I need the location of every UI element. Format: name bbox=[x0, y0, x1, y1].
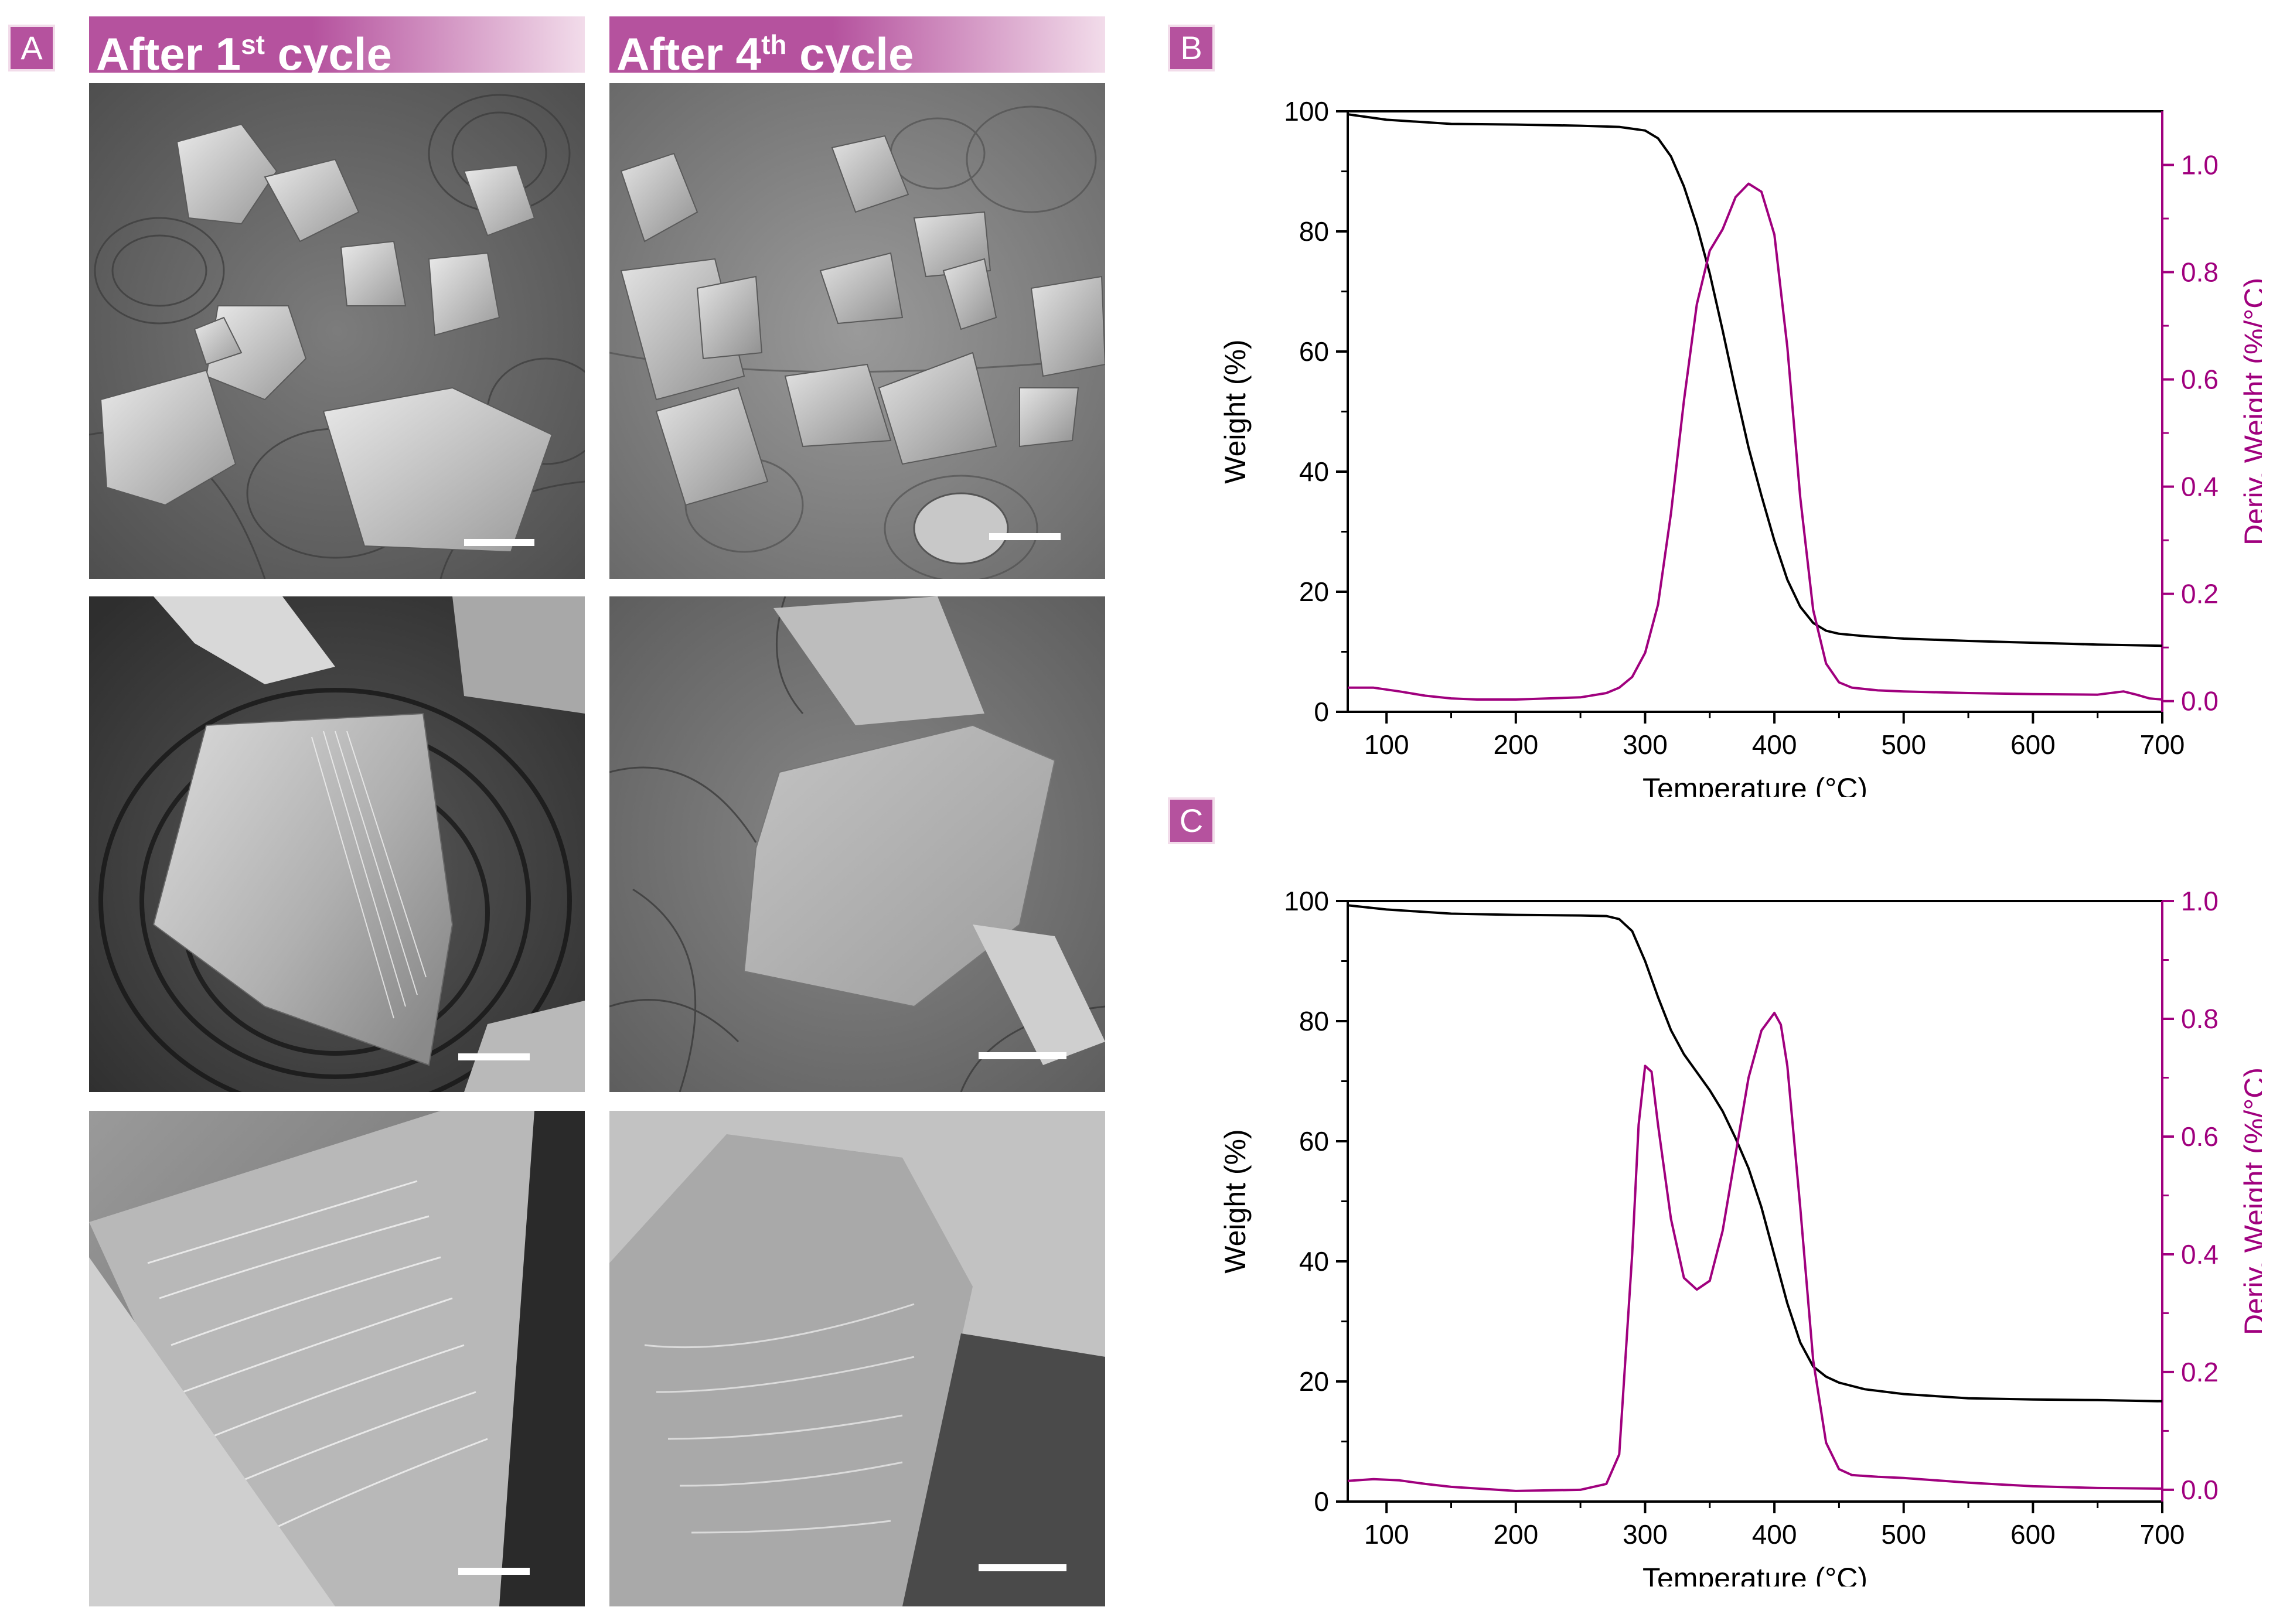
y2-axis-label: Deriv. Weight (%/°C) bbox=[2238, 1067, 2262, 1335]
x-tick-label: 700 bbox=[2140, 729, 2185, 760]
x-tick-label: 600 bbox=[2010, 729, 2056, 760]
header-suffix: cycle bbox=[264, 28, 392, 80]
scale-bar bbox=[979, 1052, 1066, 1059]
x-tick-label: 400 bbox=[1752, 729, 1797, 760]
sem-image-graphic bbox=[89, 1111, 585, 1606]
x-tick-label: 400 bbox=[1752, 1519, 1797, 1550]
x-tick-label: 100 bbox=[1364, 1519, 1409, 1550]
y2-tick-label: 0.2 bbox=[2181, 1357, 2219, 1387]
weight-line bbox=[1347, 904, 2163, 1403]
y2-tick-label: 0.6 bbox=[2181, 1121, 2219, 1152]
header-suffix: cycle bbox=[786, 28, 914, 80]
y-tick-label: 80 bbox=[1299, 216, 1329, 247]
x-tick-label: 300 bbox=[1623, 1519, 1668, 1550]
header-sup: th bbox=[761, 29, 787, 60]
x-tick-label: 600 bbox=[2010, 1519, 2056, 1550]
deriv-weight-line bbox=[1348, 182, 2163, 701]
sem-4th-cycle-mid-mag bbox=[609, 596, 1105, 1092]
header-text: After 1 bbox=[96, 28, 241, 80]
y-tick-label: 0 bbox=[1314, 697, 1329, 727]
x-tick-label: 100 bbox=[1364, 729, 1409, 760]
sem-4th-cycle-high-mag bbox=[609, 1111, 1105, 1606]
y2-tick-label: 0.8 bbox=[2181, 257, 2219, 288]
x-tick-label: 500 bbox=[1881, 729, 1926, 760]
sem-1st-cycle-low-mag bbox=[89, 83, 585, 579]
column-header-1st-cycle: After 1st cycle bbox=[89, 16, 585, 80]
y-tick-label: 60 bbox=[1299, 1126, 1329, 1156]
panel-label-a: A bbox=[8, 25, 55, 71]
scale-bar bbox=[458, 1568, 530, 1575]
scale-bar bbox=[979, 1564, 1066, 1571]
x-axis-label: Temperature (°C) bbox=[1642, 1562, 1868, 1587]
x-axis-label: Temperature (°C) bbox=[1642, 772, 1868, 797]
deriv-weight-line bbox=[1347, 1011, 2163, 1492]
x-tick-label: 500 bbox=[1881, 1519, 1926, 1550]
y2-tick-label: 0.0 bbox=[2181, 686, 2219, 717]
y-tick-label: 0 bbox=[1314, 1486, 1329, 1517]
y-tick-label: 80 bbox=[1299, 1006, 1329, 1036]
y2-tick-label: 0.6 bbox=[2181, 364, 2219, 395]
y-tick-label: 60 bbox=[1299, 336, 1329, 367]
y2-tick-label: 0.0 bbox=[2181, 1475, 2219, 1505]
sem-4th-cycle-low-mag bbox=[609, 83, 1105, 579]
sem-1st-cycle-high-mag bbox=[89, 1111, 585, 1606]
plot-frame bbox=[1347, 110, 2163, 713]
tga-chart-b: 100 200 300 400 500 600 700 Temperature (°C) 0 20… bbox=[1219, 96, 2262, 797]
y2-axis-label: Deriv. Weight (%/°C) bbox=[2238, 278, 2262, 545]
sem-image-graphic bbox=[89, 83, 585, 579]
y-axis-label: Weight (%) bbox=[1219, 339, 1252, 483]
header-text: After 4 bbox=[616, 28, 762, 80]
y-tick-label: 20 bbox=[1299, 576, 1329, 607]
y-tick-label: 40 bbox=[1299, 1246, 1329, 1277]
y-tick-label: 40 bbox=[1299, 456, 1329, 487]
column-header-4th-cycle: After 4th cycle bbox=[609, 16, 1105, 80]
y2-tick-label: 1.0 bbox=[2181, 886, 2219, 916]
header-sup: st bbox=[241, 29, 265, 60]
x-tick-label: 200 bbox=[1493, 1519, 1538, 1550]
panel-label-b: B bbox=[1168, 25, 1215, 71]
y2-tick-label: 0.4 bbox=[2181, 1239, 2219, 1270]
x-tick-label: 700 bbox=[2140, 1519, 2185, 1550]
scale-bar bbox=[464, 539, 534, 546]
y-tick-label: 100 bbox=[1284, 886, 1329, 916]
scale-bar bbox=[458, 1053, 530, 1060]
scale-bar bbox=[989, 533, 1061, 540]
y-tick-label: 100 bbox=[1284, 96, 1329, 127]
y-tick-label: 20 bbox=[1299, 1366, 1329, 1397]
sem-image-graphic bbox=[609, 596, 1105, 1092]
y2-tick-label: 0.2 bbox=[2181, 579, 2219, 609]
plot-frame bbox=[1347, 900, 2163, 1503]
weight-line bbox=[1347, 113, 2163, 647]
y-axis-label: Weight (%) bbox=[1219, 1129, 1252, 1273]
tga-chart-c: 100 200 300 400 500 600 700 Temperature (°C) 0 20… bbox=[1219, 886, 2262, 1587]
sem-1st-cycle-mid-mag bbox=[89, 596, 585, 1092]
panel-label-c: C bbox=[1168, 797, 1215, 844]
y2-tick-label: 1.0 bbox=[2181, 150, 2219, 180]
y2-tick-label: 0.4 bbox=[2181, 472, 2219, 502]
x-tick-label: 200 bbox=[1493, 729, 1538, 760]
x-tick-label: 300 bbox=[1623, 729, 1668, 760]
y2-tick-label: 0.8 bbox=[2181, 1004, 2219, 1034]
sem-image-graphic bbox=[89, 596, 585, 1092]
sem-image-graphic bbox=[609, 1111, 1105, 1606]
sem-image-graphic bbox=[609, 83, 1105, 579]
